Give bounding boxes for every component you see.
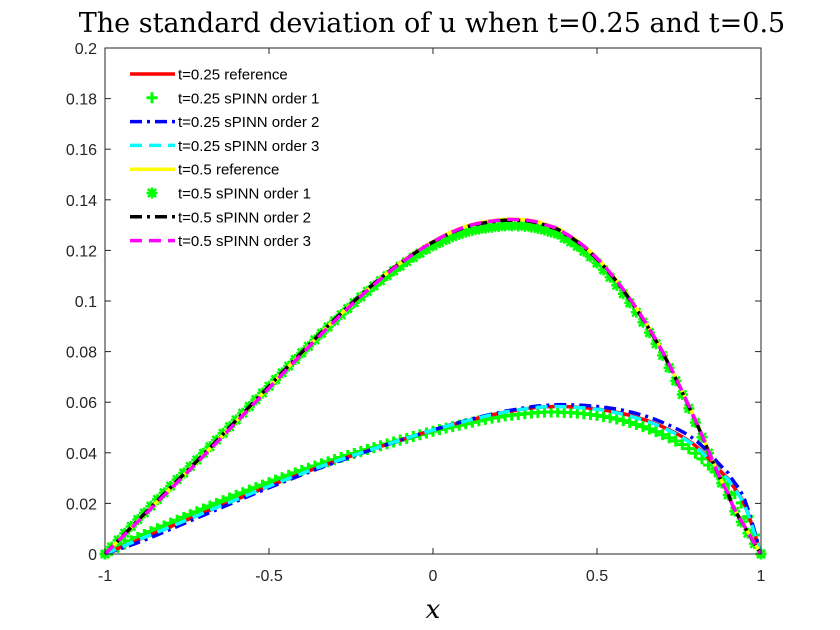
series-point [696, 453, 708, 465]
series-point [493, 221, 505, 233]
legend-item: t=0.25 sPINN order 2 [130, 114, 319, 131]
series-line [103, 217, 763, 556]
series-point [440, 234, 452, 246]
series-point [466, 224, 478, 236]
legend-item: t=0.25 sPINN order 1 [146, 90, 319, 107]
series-point [519, 220, 531, 232]
y-tick-label: 0.02 [66, 496, 97, 513]
legend-label: t=0.25 sPINN order 1 [178, 90, 319, 107]
series-point [532, 222, 544, 234]
y-tick-label: 0.1 [75, 294, 97, 311]
series-point [512, 220, 524, 232]
legend-swatch [146, 92, 158, 104]
y-tick-label: 0.06 [66, 395, 97, 412]
legend-item: t=0.25 reference [130, 67, 288, 84]
series-t-0-5-spinn-order-3 [103, 217, 763, 556]
series-point [407, 251, 419, 263]
series-point [617, 415, 629, 427]
series-point [558, 232, 570, 244]
series-point [552, 228, 564, 240]
series-point [643, 327, 655, 339]
y-tick-label: 0.04 [66, 446, 97, 463]
legend-item: t=0.25 sPINN order 3 [130, 138, 319, 155]
series-point [453, 228, 465, 240]
legend-label: t=0.25 sPINN order 2 [178, 114, 319, 131]
series-point [584, 251, 596, 263]
x-tick-label: -1 [98, 568, 112, 585]
series-point [630, 306, 642, 318]
series-point [460, 226, 472, 238]
series-point [479, 222, 491, 234]
y-tick-label: 0.08 [66, 345, 97, 362]
legend-label: t=0.5 sPINN order 2 [178, 209, 311, 226]
series-point [525, 221, 537, 233]
series-point [689, 447, 701, 459]
y-tick-label: 0.2 [75, 41, 97, 58]
y-tick-label: 0.18 [66, 92, 97, 109]
series-t-0-25-spinn-order-3 [104, 404, 763, 556]
plot-frame [104, 47, 762, 555]
series-point [578, 245, 590, 257]
series-point [434, 237, 446, 249]
series-point [414, 247, 426, 259]
series-line [104, 404, 763, 556]
series-layer [99, 217, 767, 560]
series-point [565, 236, 577, 248]
series-point [657, 429, 669, 441]
series-point [394, 260, 406, 272]
series-point [401, 256, 413, 268]
y-tick-label: 0.16 [66, 142, 97, 159]
legend-swatch [146, 187, 158, 199]
x-tick-label: 0 [429, 568, 438, 585]
series-point [624, 416, 636, 428]
series-point [427, 240, 439, 252]
series-point [611, 413, 623, 425]
series-point [643, 423, 655, 435]
series-point [539, 224, 551, 236]
legend-label: t=0.25 sPINN order 3 [178, 138, 319, 155]
plot-area [105, 48, 761, 554]
series-point [420, 243, 432, 255]
series-point [683, 443, 695, 455]
series-point [630, 418, 642, 430]
series-point [473, 223, 485, 235]
series-point [663, 432, 675, 444]
series-point [617, 288, 629, 300]
legend-item: t=0.5 sPINN order 2 [130, 209, 311, 226]
series-point [637, 421, 649, 433]
series-point [499, 220, 511, 232]
series-point [506, 220, 518, 232]
series-point [624, 297, 636, 309]
series-point [381, 270, 393, 282]
legend-label: t=0.5 reference [178, 162, 279, 179]
series-point [486, 221, 498, 233]
x-tick-label: 0.5 [586, 568, 608, 585]
legend-label: t=0.5 sPINN order 1 [178, 186, 311, 203]
legend-label: t=0.5 sPINN order 3 [178, 233, 311, 250]
series-point [676, 439, 688, 451]
x-tick-label: 1 [757, 568, 766, 585]
legend-item: t=0.5 reference [130, 162, 279, 179]
series-point [650, 426, 662, 438]
series-point [571, 240, 583, 252]
x-axis-label: x [426, 595, 441, 625]
series-point [611, 279, 623, 291]
y-tick-label: 0 [88, 547, 97, 564]
series-point [591, 257, 603, 269]
y-tick-label: 0.12 [66, 243, 97, 260]
legend-label: t=0.25 reference [178, 67, 288, 84]
legend-item: t=0.5 sPINN order 3 [130, 233, 311, 250]
series-point [447, 231, 459, 243]
y-tick-label: 0.14 [66, 193, 97, 210]
series-point [670, 435, 682, 447]
chart-title: The standard deviation of u when t=0.25 … [79, 8, 785, 39]
series-point [604, 271, 616, 283]
legend-item: t=0.5 sPINN order 1 [146, 186, 311, 203]
series-point [545, 226, 557, 238]
x-tick-label: -0.5 [255, 568, 283, 585]
series-point [598, 264, 610, 276]
legend: t=0.25 reference t=0.25 sPINN order 1 t=0.… [130, 67, 319, 250]
